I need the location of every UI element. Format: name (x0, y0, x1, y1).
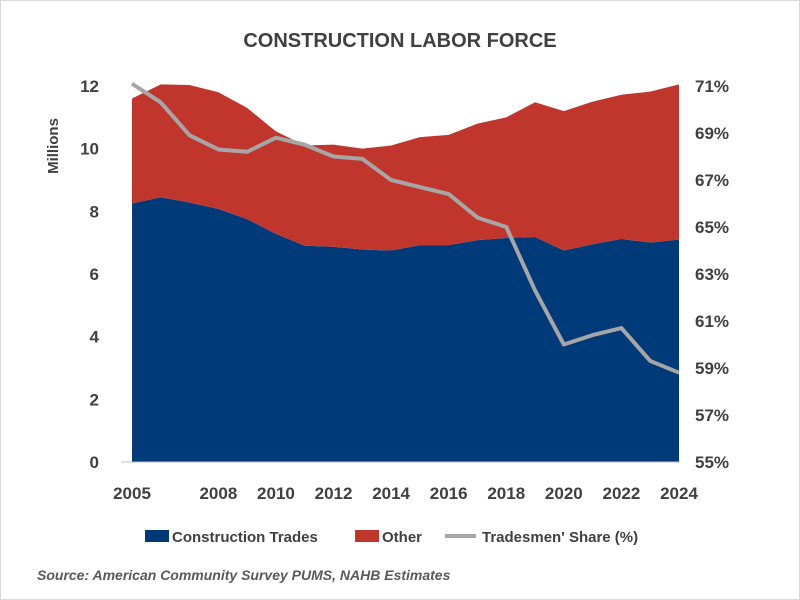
y-tick-label: 2 (90, 390, 99, 409)
area-other (132, 84, 679, 251)
legend-label-construction-trades: Construction Trades (172, 529, 318, 546)
area-construction-trades (132, 197, 679, 463)
legend-swatch-other (355, 530, 379, 542)
y2-tick-label: 67% (695, 171, 729, 190)
y-tick-label: 0 (90, 453, 99, 472)
legend-label-tradesmen-share: Tradesmen' Share (%) (482, 529, 638, 546)
y-tick-label: 12 (80, 77, 99, 96)
y2-tick-label: 57% (695, 406, 729, 425)
y2-tick-label: 55% (695, 453, 729, 472)
x-tick-label: 2012 (315, 484, 353, 503)
y-tick-label: 4 (90, 328, 100, 347)
legend: Construction Trades Other Tradesmen' Share… (145, 529, 638, 546)
y-tick-label: 8 (90, 202, 99, 221)
line-series-group (130, 81, 680, 375)
x-tick-label: 2005 (113, 484, 151, 503)
axes-group: 0 2 4 6 8 10 12 55% 57% 59% 61% 63% 65% 67% 69% 71% 2005… (80, 77, 729, 503)
y-axis-title: Millions (45, 118, 62, 174)
chart-title: CONSTRUCTION LABOR FORCE (243, 30, 556, 52)
x-tick-label: 2024 (660, 484, 698, 503)
area-series-group (132, 84, 679, 463)
y2-tick-label: 71% (695, 77, 729, 96)
y2-tick-label: 65% (695, 218, 729, 237)
legend-label-other: Other (382, 529, 422, 546)
y-tick-label: 6 (90, 265, 99, 284)
x-tick-label: 2010 (257, 484, 295, 503)
x-tick-label: 2022 (603, 484, 641, 503)
x-tick-label: 2016 (430, 484, 468, 503)
source-note: Source: American Community Survey PUMS, … (37, 567, 451, 583)
x-tick-label: 2014 (372, 484, 410, 503)
x-tick-label: 2020 (545, 484, 583, 503)
y2-tick-label: 69% (695, 124, 729, 143)
y-tick-label: 10 (80, 140, 99, 159)
y2-tick-label: 61% (695, 312, 729, 331)
x-tick-label: 2018 (487, 484, 525, 503)
y2-tick-label: 59% (695, 359, 729, 378)
legend-swatch-construction-trades (145, 530, 169, 542)
y2-tick-label: 63% (695, 265, 729, 284)
x-tick-label: 2008 (199, 484, 237, 503)
line-tradesmen-share (130, 81, 680, 375)
